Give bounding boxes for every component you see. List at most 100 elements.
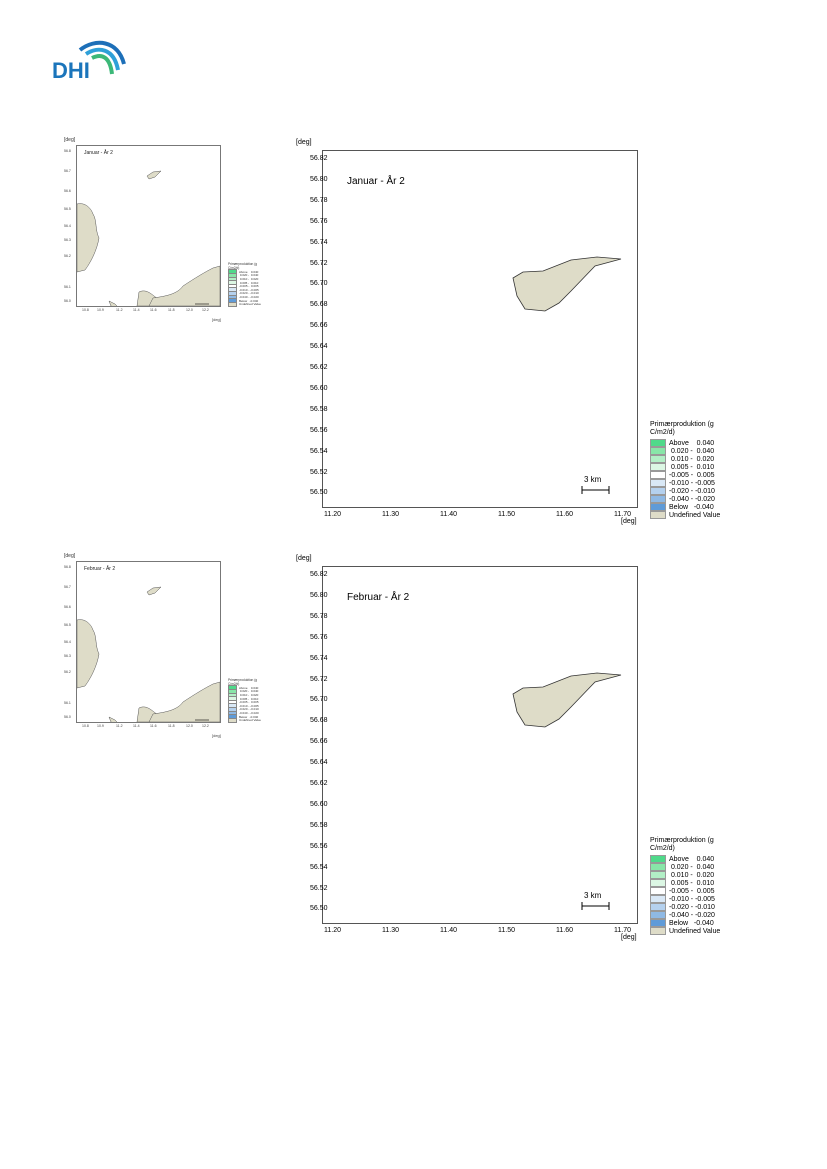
legend-label: -0.040 - -0.020: [239, 710, 259, 715]
y-tick-label: 56.80: [310, 591, 328, 599]
scale-bar-label: 3 km: [584, 891, 602, 900]
overview-x-unit: [deg]: [212, 733, 221, 738]
overview-y-tick: 56.8: [64, 565, 71, 569]
legend-label: Above 0.040: [669, 855, 715, 863]
overview-x-unit: [deg]: [212, 317, 221, 322]
dhi-logo: DHI: [50, 36, 130, 82]
island-polygon: [512, 672, 622, 728]
island-polygon: [512, 256, 622, 312]
legend-label: 0.010 - 0.020: [239, 276, 259, 281]
y-tick-label: 56.72: [310, 675, 328, 683]
x-tick-label: 11.40: [440, 927, 457, 934]
y-tick-label: 56.58: [310, 821, 328, 829]
y-axis-unit: [deg]: [296, 139, 312, 146]
y-axis-unit: [deg]: [296, 555, 312, 562]
x-axis-unit: [deg]: [621, 934, 637, 941]
y-tick-label: 56.54: [310, 863, 328, 871]
legend-label: Undefined Value: [239, 302, 261, 307]
y-tick-label: 56.56: [310, 842, 328, 850]
overview-x-tick: 12.0: [186, 308, 193, 312]
legend-label: -0.040 - -0.020: [669, 495, 715, 503]
legend-label: -0.020 - -0.010: [239, 291, 259, 296]
overview-x-tick: 12.2: [202, 724, 209, 728]
y-tick-label: 56.78: [310, 196, 328, 204]
legend: Primærproduktion (g C/m2/d) Above 0.040 …: [650, 837, 736, 936]
legend-label: 0.010 - 0.020: [239, 692, 259, 697]
x-tick-label: 11.60: [556, 927, 573, 934]
y-tick-label: 56.80: [310, 175, 328, 183]
legend: Primærproduktion (g C/m2/d) Above 0.040 …: [650, 421, 736, 520]
y-tick-label: 56.50: [310, 489, 328, 497]
legend-label: 0.020 - 0.040: [239, 273, 259, 278]
overview-y-tick: 56.0: [64, 299, 71, 303]
legend-label: Above 0.040: [669, 439, 715, 447]
overview-y-tick: 56.6: [64, 605, 71, 609]
map-title: Februar - År 2: [347, 592, 410, 603]
legend-label: 0.010 - 0.020: [669, 455, 715, 463]
legend-label: 0.020 - 0.040: [239, 689, 259, 694]
overview-y-tick: 56.7: [64, 585, 71, 589]
legend-label: -0.005 - 0.005: [239, 284, 259, 289]
overview-y-tick: 56.5: [64, 623, 71, 627]
y-tick-label: 56.70: [310, 696, 328, 704]
legend-label: -0.020 - -0.010: [669, 903, 715, 911]
y-tick-label: 56.70: [310, 280, 328, 288]
legend-entry: Undefined Value: [650, 926, 736, 936]
overview-x-tick: 11.8: [168, 308, 175, 312]
x-tick-label: 11.50: [498, 511, 515, 518]
y-tick-label: 56.68: [310, 301, 328, 309]
y-tick-label: 56.62: [310, 780, 328, 787]
overview-y-tick: 56.3: [64, 238, 71, 242]
overview-x-tick: 11.6: [150, 724, 157, 728]
overview-coastline: [77, 586, 220, 722]
map-title: Januar - År 2: [347, 176, 405, 187]
y-tick-label: 56.50: [310, 905, 328, 913]
y-tick-label: 56.66: [310, 322, 328, 330]
x-axis-unit: [deg]: [621, 518, 637, 525]
legend-label: Above 0.040: [239, 269, 259, 274]
y-tick-label: 56.60: [310, 800, 328, 808]
overview-y-tick: 56.6: [64, 189, 71, 193]
y-tick-label: 56.56: [310, 426, 328, 434]
x-tick-label: 11.50: [498, 927, 515, 934]
overview-x-tick: 11.2: [116, 308, 123, 312]
scale-bar-label: 3 km: [584, 475, 602, 484]
legend-label: -0.005 - 0.005: [669, 887, 715, 895]
map-panel-2: [deg] Februar - År 2 56.82 56.80 56.78 56.7…: [282, 555, 742, 959]
y-tick-label: 56.76: [310, 633, 328, 641]
x-tick-label: 11.40: [440, 511, 457, 518]
legend-label: Undefined Value: [669, 927, 721, 935]
overview-frame: [76, 561, 221, 723]
legend-label: Above 0.040: [239, 685, 259, 690]
overview-x-tick: 11.2: [116, 724, 123, 728]
y-tick-label: 56.72: [310, 259, 328, 267]
overview-y-tick: 56.1: [64, 701, 71, 705]
overview-x-tick: 10.8: [82, 724, 89, 728]
y-tick-label: 56.74: [310, 654, 328, 662]
legend-label: -0.005 - 0.005: [239, 700, 259, 705]
logo-text: DHI: [52, 58, 90, 82]
legend-label: Below -0.040: [669, 919, 714, 927]
overview-y-tick: 56.4: [64, 640, 71, 644]
x-tick-label: 11.20: [324, 511, 341, 518]
legend-label: -0.010 - -0.005: [669, 895, 715, 903]
y-tick-label: 56.76: [310, 217, 328, 225]
overview-x-tick: 10.9: [97, 308, 104, 312]
y-tick-label: 56.62: [310, 364, 328, 371]
scale-bar: [581, 486, 610, 494]
overview-title: Februar - År 2: [84, 566, 116, 572]
legend-label: -0.010 - -0.005: [669, 479, 715, 487]
legend-label: -0.010 - -0.005: [239, 287, 259, 292]
overview-y-tick: 56.8: [64, 149, 71, 153]
legend-label: 0.005 - 0.010: [669, 879, 715, 887]
y-tick-label: 56.66: [310, 738, 328, 746]
overview-y-tick: 56.0: [64, 715, 71, 719]
y-tick-label: 56.52: [310, 468, 328, 476]
x-tick-label: 11.20: [324, 927, 341, 934]
legend-label: -0.020 - -0.010: [669, 487, 715, 495]
y-tick-label: 56.60: [310, 384, 328, 392]
overview-y-unit: [deg]: [64, 137, 76, 143]
overview-map-1: [deg] Januar - År 2 56.8 56.7 56.6 56.5 …: [64, 137, 261, 347]
map-frame: [322, 566, 638, 924]
legend-label: Below -0.040: [669, 503, 714, 511]
